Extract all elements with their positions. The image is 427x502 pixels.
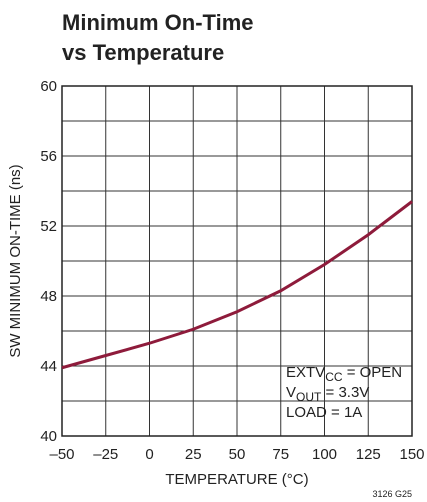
annotation-part: = OPEN [343, 364, 403, 381]
x-tick-label: –25 [93, 446, 118, 463]
x-tick-label: 150 [399, 446, 424, 463]
annotation-part: OUT [296, 390, 322, 404]
x-tick-label: –50 [49, 446, 74, 463]
y-tick-label: 48 [40, 288, 57, 305]
annotation: VOUT = 3.3V [286, 384, 369, 404]
annotation: LOAD = 1A [286, 404, 362, 421]
x-tick-label: 25 [185, 446, 202, 463]
y-axis-label: SW MINIMUM ON-TIME (ns) [7, 164, 24, 357]
x-tick-label: 125 [356, 446, 381, 463]
annotation-part: LOAD = 1A [286, 404, 362, 421]
y-tick-label: 44 [40, 358, 57, 375]
x-tick-label: 75 [272, 446, 289, 463]
footnote: 3126 G25 [372, 489, 412, 499]
y-tick-label: 56 [40, 148, 57, 165]
x-tick-label: 0 [145, 446, 153, 463]
annotation-part: = 3.3V [321, 384, 369, 401]
x-tick-label: 50 [229, 446, 246, 463]
y-tick-label: 60 [40, 78, 57, 95]
chart-title: vs Temperature [62, 40, 224, 65]
plot-frame [61, 85, 413, 437]
x-axis-label: TEMPERATURE (°C) [165, 471, 308, 488]
annotation-part: CC [325, 370, 343, 384]
annotation-part: V [286, 384, 296, 401]
y-tick-label: 40 [40, 428, 57, 445]
annotation-part: EXTV [286, 364, 325, 381]
y-tick-label: 52 [40, 218, 57, 235]
x-tick-label: 100 [312, 446, 337, 463]
chart-title: Minimum On-Time [62, 10, 254, 35]
annotation: EXTVCC = OPEN [286, 364, 402, 384]
data-line [61, 200, 413, 370]
